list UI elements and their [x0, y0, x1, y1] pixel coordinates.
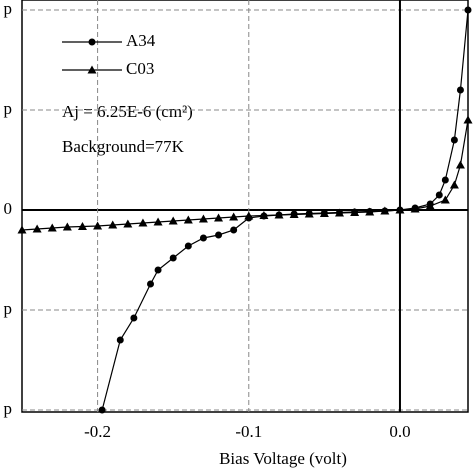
marker: [274, 210, 284, 219]
marker: [32, 224, 42, 233]
x-tick-label: 0.0: [389, 422, 410, 441]
marker: [244, 211, 254, 220]
x-tick-label: -0.2: [84, 422, 111, 441]
marker: [153, 217, 163, 226]
marker: [168, 216, 178, 225]
marker: [183, 215, 193, 224]
y-tick-label: p: [4, 0, 13, 18]
marker: [88, 38, 96, 46]
marker: [334, 208, 344, 217]
y-tick-label: 0: [4, 199, 13, 218]
marker: [138, 218, 148, 227]
y-tick-label: p: [4, 299, 13, 318]
marker: [184, 242, 192, 250]
marker: [93, 221, 103, 230]
marker: [214, 213, 224, 222]
marker: [62, 222, 72, 231]
marker: [425, 201, 435, 210]
marker: [319, 209, 329, 217]
annotation: Aj = 6.25E-6 (cm²): [62, 102, 193, 121]
marker: [441, 176, 449, 184]
marker: [87, 65, 97, 74]
legend-box: [55, 26, 135, 84]
marker: [199, 234, 207, 242]
marker: [230, 226, 238, 234]
marker: [449, 180, 459, 189]
marker: [456, 86, 464, 94]
legend-label: C03: [126, 59, 154, 78]
marker: [304, 209, 314, 218]
marker: [440, 195, 450, 204]
marker: [77, 222, 87, 230]
marker: [169, 254, 177, 262]
marker: [108, 220, 118, 229]
marker: [464, 6, 472, 14]
marker: [116, 336, 124, 344]
x-axis-label: Bias Voltage (volt): [219, 449, 347, 468]
marker: [289, 210, 299, 218]
marker: [130, 314, 138, 322]
marker: [455, 160, 465, 169]
marker: [463, 115, 473, 124]
marker: [98, 406, 106, 414]
annotation: Background=77K: [62, 137, 185, 156]
marker: [215, 231, 223, 239]
marker: [350, 208, 360, 216]
legend-label: A34: [126, 31, 156, 50]
marker: [410, 204, 420, 213]
x-tick-label: -0.1: [235, 422, 262, 441]
marker: [365, 207, 375, 216]
marker: [450, 136, 458, 144]
marker: [123, 219, 133, 228]
y-tick-label: p: [4, 99, 13, 118]
marker: [259, 211, 269, 219]
marker: [154, 266, 162, 274]
marker: [435, 191, 443, 199]
y-tick-label: p: [4, 399, 13, 418]
marker: [17, 225, 27, 234]
plot-frame: [21, 0, 469, 413]
marker: [229, 212, 239, 221]
marker: [147, 280, 155, 288]
marker: [395, 205, 405, 214]
marker: [380, 206, 390, 215]
marker: [198, 214, 208, 223]
marker: [47, 223, 57, 232]
